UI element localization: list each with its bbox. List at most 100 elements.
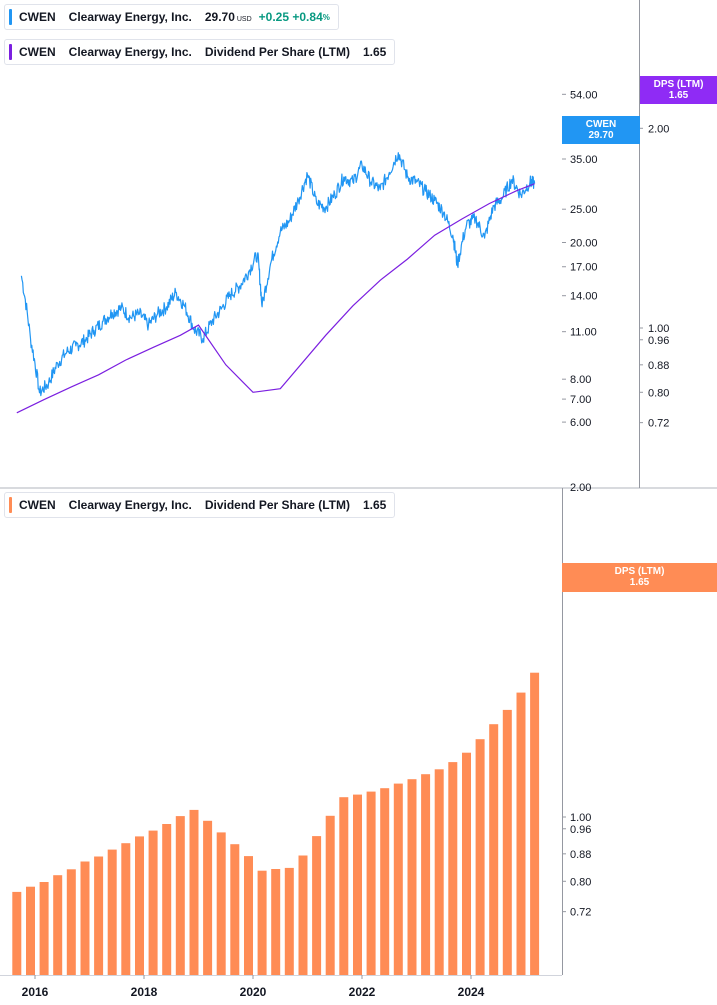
dps-bar: [462, 752, 471, 975]
dps-bar: [298, 855, 308, 975]
dps-top-tag: DPS (LTM) 1.65: [640, 76, 717, 104]
dps-bar: [325, 815, 335, 975]
dps-tick-label: 0.80: [648, 387, 669, 399]
dps-bar: [107, 849, 117, 975]
price-tick-label: 6.00: [570, 417, 591, 429]
legend-ticker: CWEN: [19, 498, 56, 512]
x-tick-label: 2022: [349, 985, 376, 999]
dps-tick-label: 1.00: [648, 323, 669, 335]
dps-bar: [244, 856, 253, 975]
price-tick-label: 35.00: [570, 154, 598, 166]
legend-metric: Dividend Per Share (LTM): [204, 498, 350, 512]
dps-bottom-tag-title: DPS (LTM): [614, 566, 665, 577]
dps-bar: [339, 797, 349, 975]
legend-change-pct: +0.84: [292, 10, 323, 24]
dps-bottom-tick-label: 0.88: [570, 849, 591, 861]
dps-bar: [12, 891, 22, 975]
dps-bar: [203, 820, 213, 975]
dps-bar: [230, 844, 240, 975]
legend-price: 29.70: [204, 10, 235, 24]
dps-legend-top[interactable]: CWEN Clearway Energy, Inc. Dividend Per …: [4, 39, 396, 65]
dps-bar: [26, 886, 35, 975]
price-tag: CWEN 29.70: [562, 116, 640, 144]
dps-tick-label: 0.96: [648, 335, 669, 347]
dps-bar: [421, 774, 431, 975]
dps-bottom-tick-label: 0.72: [570, 907, 591, 919]
x-tick-label: 2020: [240, 985, 267, 999]
price-tick-label: 2.00: [570, 482, 591, 494]
dps-bar: [189, 809, 199, 975]
dps-bar: [366, 791, 376, 975]
dps-bar: [475, 739, 485, 975]
dps-bar: [380, 788, 390, 975]
legend-value: 1.65: [362, 45, 387, 59]
price-tick-label: 14.00: [570, 291, 598, 303]
legend-currency: USD: [236, 15, 252, 23]
dps-bar: [393, 783, 403, 975]
series-lines: [16, 152, 536, 414]
dps-bar: [489, 724, 499, 975]
dps-bar: [175, 816, 185, 975]
dps-bar: [516, 692, 526, 975]
dps-bar: [353, 794, 362, 975]
dps-bar: [39, 882, 49, 975]
dps-bar: [271, 869, 281, 975]
price-tick-label: 8.00: [570, 374, 591, 386]
legend-company: Clearway Energy, Inc.: [68, 45, 192, 59]
dps-top-tag-value: 1.65: [668, 90, 689, 101]
price-legend[interactable]: CWEN Clearway Energy, Inc. 29.70 USD +0.…: [4, 4, 339, 30]
dps-bar: [407, 779, 417, 975]
dps-bar: [284, 867, 294, 975]
dps-bar: [148, 830, 158, 975]
dps-bar: [66, 869, 76, 975]
dps-legend-bottom[interactable]: CWEN Clearway Energy, Inc. Dividend Per …: [4, 492, 396, 518]
dps-bottom-tick-label: 0.80: [570, 876, 591, 888]
legend-company: Clearway Energy, Inc.: [68, 10, 192, 24]
dps-bar: [53, 875, 63, 975]
dps-bottom-tag: DPS (LTM) 1.65: [562, 563, 717, 592]
dps-bar: [94, 856, 104, 975]
legend-company: Clearway Energy, Inc.: [68, 498, 192, 512]
price-tag-value: 29.70: [588, 130, 614, 141]
x-tick-label: 2024: [458, 985, 485, 999]
legend-pct-sign: %: [322, 12, 330, 22]
dps-bar: [257, 870, 267, 975]
dps-bar: [312, 836, 322, 975]
dps-line: [16, 183, 535, 414]
dps-tick-label: 0.88: [648, 360, 669, 372]
price-tick-label: 54.00: [570, 89, 598, 101]
dps-bar: [135, 836, 144, 975]
price-swatch: [9, 9, 12, 25]
dps-bar: [80, 861, 90, 975]
legend-value: 1.65: [362, 498, 387, 512]
dps-bar: [434, 769, 444, 975]
dps-top-swatch: [9, 44, 12, 60]
dps-bar: [448, 762, 458, 975]
legend-ticker: CWEN: [19, 45, 56, 59]
dps-bars: [12, 672, 540, 975]
dps-bar: [121, 843, 131, 975]
dps-tick-label: 2.00: [648, 123, 669, 135]
price-tag-title: CWEN: [585, 119, 617, 130]
price-tick-label: 20.00: [570, 237, 598, 249]
dps-bottom-tick-label: 0.96: [570, 824, 591, 836]
price-tick-label: 7.00: [570, 394, 591, 406]
price-line: [20, 152, 536, 397]
dps-bottom-tick-label: 1.00: [570, 812, 591, 824]
dps-bar: [530, 672, 540, 975]
legend-ticker: CWEN: [19, 10, 56, 24]
price-tick-label: 25.00: [570, 204, 598, 216]
dps-bottom-swatch: [9, 497, 12, 513]
dps-bottom-tag-value: 1.65: [629, 577, 650, 588]
dps-bar: [502, 709, 512, 975]
legend-metric: Dividend Per Share (LTM): [204, 45, 350, 59]
legend-change: +0.25: [258, 10, 290, 24]
dps-top-tag-title: DPS (LTM): [653, 79, 704, 90]
price-tick-label: 17.00: [570, 262, 598, 274]
x-tick-label: 2016: [22, 985, 49, 999]
dps-tick-label: 0.72: [648, 418, 669, 430]
dps-bar: [162, 824, 172, 975]
dps-bar: [216, 832, 226, 975]
x-tick-label: 2018: [131, 985, 158, 999]
